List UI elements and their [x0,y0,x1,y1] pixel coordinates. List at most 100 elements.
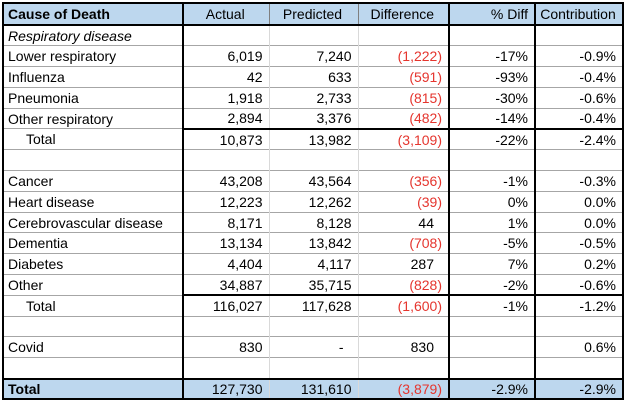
row-label-cell: Total [3,377,183,400]
value-cell: -0.6% [534,274,623,296]
value-cell: -14% [448,107,535,129]
column-header: Cause of Death [3,3,183,26]
row-label-cell: Cerebrovascular disease [3,211,183,233]
cause-of-death-table: Cause of Death Actual Predicted Difference%… [2,2,624,401]
value-cell: (1,600) [357,294,449,317]
value-cell [182,149,269,171]
value-cell: -0.9% [534,45,623,67]
column-header: % Diff [448,3,535,26]
table-row: Cancer 43,208 43,564 (356) -1% -0.3% [3,170,623,192]
value-cell [534,357,623,379]
blank-row [3,315,623,337]
value-cell: (828) [357,274,449,296]
value-cell [268,149,358,171]
value-cell: 0.6% [534,336,623,358]
value-cell: 633 [268,66,358,88]
value-cell: 0.0% [534,211,623,233]
value-cell: (482) [357,107,449,129]
table-row: Cerebrovascular disease 8,171 8,128 44 1% 0.0… [3,211,623,233]
row-label-cell [3,357,183,379]
value-cell: -5% [448,232,535,254]
value-cell: 4,117 [268,253,358,275]
value-cell: 830 [182,336,269,358]
value-cell: 12,262 [268,190,358,213]
value-cell: (591) [357,66,449,88]
value-cell [357,149,449,171]
value-cell: -0.5% [534,232,623,254]
value-cell: 1,918 [182,86,269,109]
table-row: Diabetes 4,404 4,117 287 7% 0.2% [3,253,623,275]
value-cell: 44 [357,211,449,233]
value-cell: -0.6% [534,86,623,109]
value-cell: 0% [448,190,535,213]
row-label-cell: Other respiratory [3,107,183,129]
value-cell: 12,223 [182,190,269,213]
table-row: Total 127,730 131,610 (3,879) -2.9% -2.9% [3,377,623,400]
table-row: Covid 830-830 0.6% [3,336,623,358]
blank-row [3,357,623,379]
column-header: Predicted [268,3,358,26]
row-label-cell [3,315,183,337]
value-cell [268,357,358,379]
value-cell [534,24,623,46]
row-label-cell: Respiratory disease [3,24,183,46]
value-cell: (3,109) [357,127,449,150]
value-cell: -1% [448,294,535,317]
row-label-cell: Total [3,128,183,150]
value-cell: -17% [448,45,535,67]
table-row: Dementia 13,134 13,842 (708) -5% -0.5% [3,232,623,254]
value-cell [357,357,449,379]
row-label-cell: Diabetes [3,253,183,275]
value-cell: 43,208 [182,170,269,192]
value-cell: 287 [357,253,449,275]
table-row: Influenza 42 633 (591) -93% -0.4% [3,66,623,88]
table-header: Cause of Death Actual Predicted Difference%… [3,3,623,26]
table-row: Pneumonia 1,918 2,733 (815) -30% -0.6% [3,86,623,109]
value-cell: 830 [357,336,449,358]
value-cell [357,315,449,337]
value-cell [448,315,535,337]
value-cell: 10,873 [182,127,269,150]
table-row: Other respiratory 2,894 3,376 (482) -14% -0.4… [3,107,623,129]
table-row: Lower respiratory 6,019 7,240 (1,222) -17% -0… [3,45,623,67]
value-cell [357,24,449,46]
row-label-cell: Heart disease [3,190,183,213]
value-cell [448,357,535,379]
value-cell: -2% [448,274,535,296]
value-cell: -2.9% [534,377,623,400]
value-cell: 34,887 [182,274,269,296]
value-cell: 116,027 [182,294,269,317]
value-cell [448,24,535,46]
row-label-cell: Total [3,294,183,317]
value-cell [182,24,269,46]
value-cell [448,336,535,358]
value-cell [182,357,269,379]
value-cell: 127,730 [182,377,269,400]
value-cell: 2,733 [268,86,358,109]
value-cell: -0.3% [534,170,623,192]
value-cell: - [268,336,358,358]
value-cell: -2.4% [534,127,623,150]
value-cell: -1.2% [534,294,623,317]
value-cell: 6,019 [182,45,269,67]
value-cell [268,24,358,46]
header-row: Cause of Death Actual Predicted Difference%… [3,3,623,26]
value-cell: 35,715 [268,274,358,296]
value-cell: (708) [357,232,449,254]
row-label-cell: Lower respiratory [3,45,183,67]
row-label-cell: Influenza [3,66,183,88]
value-cell: -0.4% [534,66,623,88]
value-cell: 1% [448,211,535,233]
value-cell: (39) [357,190,449,213]
value-cell: 3,376 [268,107,358,129]
value-cell: (3,879) [357,377,449,400]
value-cell: 42 [182,66,269,88]
value-cell: 8,128 [268,211,358,233]
value-cell: -1% [448,170,535,192]
value-cell: -22% [448,127,535,150]
row-label-cell: Dementia [3,232,183,254]
blank-row [3,149,623,171]
table-row: Total 116,027 117,628 (1,600) -1% -1.2% [3,294,623,317]
row-label-cell: Cancer [3,170,183,192]
value-cell: 7,240 [268,45,358,67]
